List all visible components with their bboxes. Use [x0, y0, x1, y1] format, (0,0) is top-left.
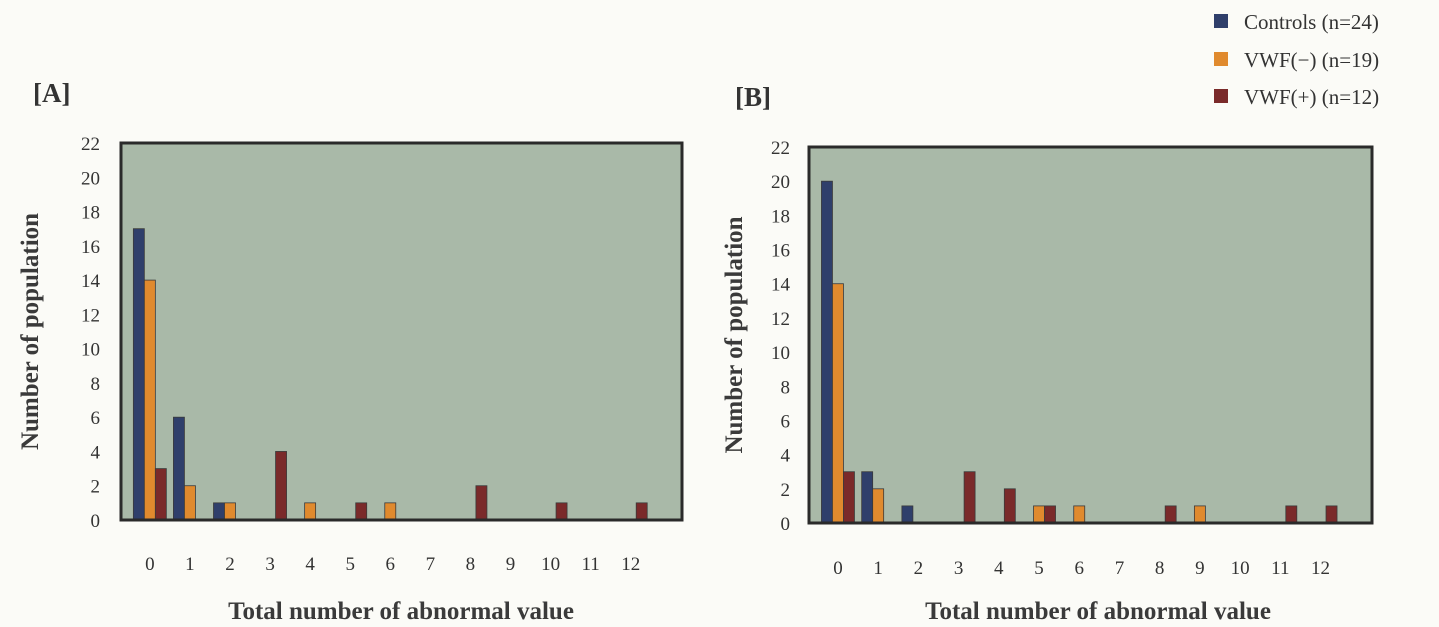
x-tick-label: 2 — [914, 558, 924, 579]
y-tick-label: 16 — [771, 241, 790, 262]
bar-vwf-positive — [555, 502, 568, 521]
y-tick-label: 6 — [91, 408, 101, 429]
x-tick-label: 7 — [1115, 558, 1125, 579]
x-tick-label: 4 — [994, 558, 1004, 579]
bar-vwf-positive — [1003, 488, 1016, 524]
y-tick-label: 22 — [771, 138, 790, 159]
x-tick-label: 5 — [1034, 558, 1044, 579]
x-tick-label: 8 — [466, 554, 476, 575]
bar-vwf-positive — [1164, 505, 1177, 524]
x-tick-label: 11 — [1271, 558, 1289, 579]
y-tick-label: 10 — [81, 340, 100, 361]
x-tick-label: 10 — [1231, 558, 1250, 579]
y-tick-label: 8 — [91, 374, 101, 395]
y-tick-label: 12 — [81, 305, 100, 326]
y-tick-label: 2 — [91, 477, 101, 498]
bar-vwf-positive — [1044, 505, 1056, 524]
bar-controls — [132, 228, 145, 521]
x-tick-label: 3 — [265, 554, 275, 575]
x-tick-label: 6 — [1074, 558, 1084, 579]
y-axis-title: Number of population — [721, 216, 748, 453]
bar-vwf-negative — [1193, 505, 1206, 524]
y-tick-label: 10 — [771, 343, 790, 364]
y-tick-label: 20 — [81, 168, 100, 189]
y-tick-label: 0 — [781, 514, 791, 535]
x-axis-title: Total number of abnormal value — [228, 598, 574, 625]
y-tick-label: 6 — [781, 411, 791, 432]
x-tick-label: 2 — [225, 554, 235, 575]
bar-vwf-positive — [1325, 505, 1338, 524]
x-tick-label: 11 — [581, 554, 599, 575]
legend-label-vwf-negative: VWF(−) (n=19) — [1244, 48, 1379, 72]
y-axis-title: Number of population — [17, 213, 44, 450]
x-axis-title: Total number of abnormal value — [925, 598, 1271, 625]
x-tick-label: 4 — [305, 554, 315, 575]
legend-label-vwf-positive: VWF(+) (n=12) — [1244, 85, 1379, 109]
x-tick-label: 0 — [833, 558, 843, 579]
bar-vwf-negative — [184, 485, 196, 521]
x-tick-label: 7 — [426, 554, 436, 575]
bar-vwf-negative — [1073, 505, 1086, 524]
bar-vwf-positive — [963, 471, 976, 524]
bar-vwf-positive — [275, 451, 287, 521]
bar-controls — [901, 505, 914, 524]
plot-area — [121, 143, 682, 520]
x-tick-label: 1 — [185, 554, 195, 575]
bar-vwf-negative — [1033, 505, 1045, 524]
y-tick-label: 4 — [91, 442, 101, 463]
bar-vwf-negative — [143, 279, 156, 521]
y-tick-label: 2 — [781, 480, 791, 501]
legend: Controls (n=24) VWF(−) (n=19) VWF(+) (n=… — [1214, 10, 1379, 109]
bar-controls — [213, 502, 225, 521]
bar-vwf-positive — [475, 485, 488, 521]
y-tick-label: 12 — [771, 309, 790, 330]
y-tick-label: 20 — [771, 172, 790, 193]
panel-label: [B] — [735, 82, 771, 112]
legend-swatch-vwf-positive — [1214, 89, 1228, 103]
legend-swatch-vwf-negative — [1214, 52, 1228, 66]
y-tick-label: 14 — [81, 271, 101, 292]
x-tick-label: 0 — [145, 554, 155, 575]
bar-vwf-positive — [355, 502, 368, 521]
bar-vwf-negative — [224, 502, 236, 521]
legend-swatch-controls — [1214, 14, 1228, 28]
y-tick-label: 8 — [781, 377, 791, 398]
x-tick-label: 9 — [1195, 558, 1205, 579]
bar-controls — [821, 180, 833, 524]
bar-vwf-positive — [635, 502, 648, 521]
bar-controls — [173, 416, 185, 521]
y-tick-label: 18 — [771, 206, 790, 227]
x-tick-label: 5 — [345, 554, 355, 575]
bar-vwf-negative — [384, 502, 397, 521]
legend-label-controls: Controls (n=24) — [1244, 10, 1379, 34]
panel-label: [A] — [33, 78, 70, 108]
bar-vwf-positive — [154, 468, 167, 521]
bar-vwf-positive — [843, 471, 855, 524]
y-tick-label: 22 — [81, 134, 100, 155]
x-tick-label: 10 — [541, 554, 560, 575]
x-tick-label: 12 — [1311, 558, 1330, 579]
y-tick-label: 18 — [81, 203, 100, 224]
plot-area — [809, 147, 1372, 523]
y-tick-label: 4 — [781, 446, 791, 467]
x-tick-label: 12 — [621, 554, 640, 575]
y-tick-label: 16 — [81, 237, 100, 258]
x-tick-label: 6 — [386, 554, 396, 575]
x-tick-label: 1 — [873, 558, 883, 579]
bar-vwf-negative — [304, 502, 317, 521]
bar-controls — [861, 471, 874, 524]
plot-frame — [807, 145, 1374, 525]
x-tick-label: 9 — [506, 554, 516, 575]
x-tick-label: 8 — [1155, 558, 1165, 579]
plot-frame — [119, 141, 684, 522]
bar-vwf-negative — [832, 283, 844, 524]
y-tick-label: 14 — [771, 275, 791, 296]
bar-vwf-negative — [872, 488, 885, 524]
bar-vwf-positive — [1285, 505, 1298, 524]
y-tick-label: 0 — [91, 511, 101, 532]
x-tick-label: 3 — [954, 558, 964, 579]
